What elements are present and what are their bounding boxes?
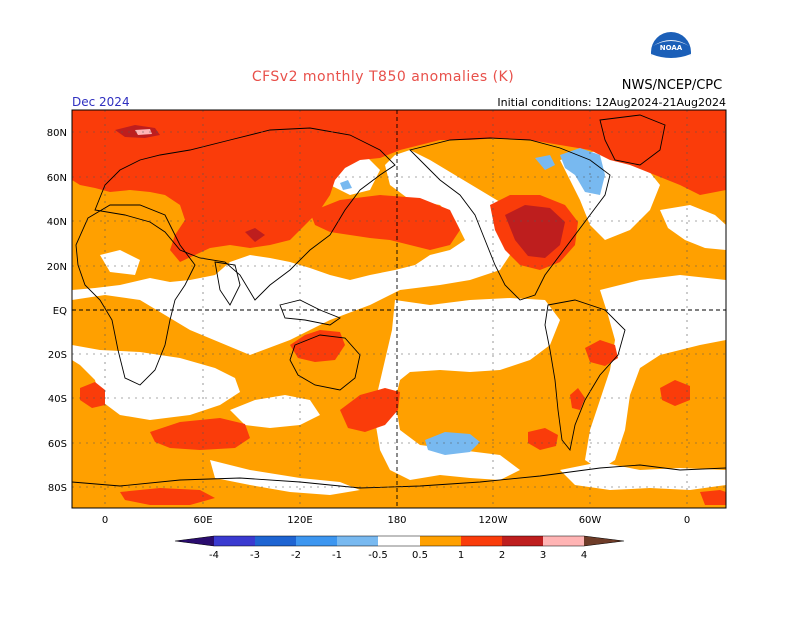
colorbar-outline bbox=[174, 535, 625, 547]
lat-label: EQ bbox=[53, 306, 67, 317]
figure-title: CFSv2 monthly T850 anomalies (K) bbox=[252, 69, 514, 85]
colorbar-segment bbox=[420, 536, 461, 546]
colorbar-label: 3 bbox=[540, 550, 546, 561]
colorbar-segment bbox=[502, 536, 543, 546]
anomaly-minus-1-to-minus-half-regions bbox=[340, 148, 605, 455]
colorbar-label: -1 bbox=[332, 550, 342, 561]
lon-label: 120E bbox=[287, 515, 312, 526]
colorbar bbox=[174, 535, 625, 547]
colorbar-segment bbox=[255, 536, 296, 546]
lon-label: 0 bbox=[102, 515, 108, 526]
lat-label: 40S bbox=[48, 394, 67, 405]
lat-label: 40N bbox=[47, 217, 67, 228]
longitude-labels: 0 60E 120E 180 120W 60W 0 bbox=[102, 515, 690, 526]
lat-label: 60S bbox=[48, 439, 67, 450]
svg-text:NOAA: NOAA bbox=[660, 44, 683, 52]
colorbar-low-arrow bbox=[175, 536, 214, 546]
colorbar-label: 2 bbox=[499, 550, 505, 561]
valid-month-label: Dec 2024 bbox=[72, 95, 130, 109]
lon-label: 120W bbox=[479, 515, 508, 526]
colorbar-label: -4 bbox=[209, 550, 219, 561]
colorbar-segment bbox=[214, 536, 255, 546]
noaa-logo-icon: NOAA bbox=[651, 32, 691, 74]
lat-label: 20N bbox=[47, 262, 67, 273]
agency-label: NWS/NCEP/CPC bbox=[622, 78, 722, 93]
colorbar-label: 0.5 bbox=[412, 550, 428, 561]
colorbar-label: -0.5 bbox=[368, 550, 388, 561]
latitude-labels: 80N 60N 40N 20N EQ 20S 40S 60S 80S bbox=[47, 128, 67, 494]
lat-label: 20S bbox=[48, 350, 67, 361]
colorbar-label: 1 bbox=[458, 550, 464, 561]
colorbar-label: 4 bbox=[581, 550, 587, 561]
lat-label: 80N bbox=[47, 128, 67, 139]
colorbar-segment bbox=[337, 536, 378, 546]
lon-label: 0 bbox=[684, 515, 690, 526]
colorbar-segment bbox=[461, 536, 502, 546]
colorbar-label: -3 bbox=[250, 550, 260, 561]
coastlines bbox=[72, 114, 726, 489]
lon-label: 60E bbox=[193, 515, 212, 526]
initial-conditions-label: Initial conditions: 12Aug2024-21Aug2024 bbox=[497, 96, 726, 109]
lat-label: 80S bbox=[48, 483, 67, 494]
map-frame bbox=[71, 109, 727, 509]
equator-dateline-lines bbox=[72, 110, 726, 508]
colorbar-segment bbox=[378, 536, 420, 546]
colorbar-segment bbox=[296, 536, 337, 546]
colorbar-segment bbox=[543, 536, 584, 546]
colorbar-label: -2 bbox=[291, 550, 301, 561]
colorbar-labels: -4 -3 -2 -1 -0.5 0.5 1 2 3 4 bbox=[209, 550, 587, 561]
lon-label: 60W bbox=[579, 515, 602, 526]
map-panel bbox=[72, 110, 726, 508]
colorbar-high-arrow bbox=[584, 536, 624, 546]
lon-label: 180 bbox=[387, 515, 406, 526]
lat-label: 60N bbox=[47, 173, 67, 184]
